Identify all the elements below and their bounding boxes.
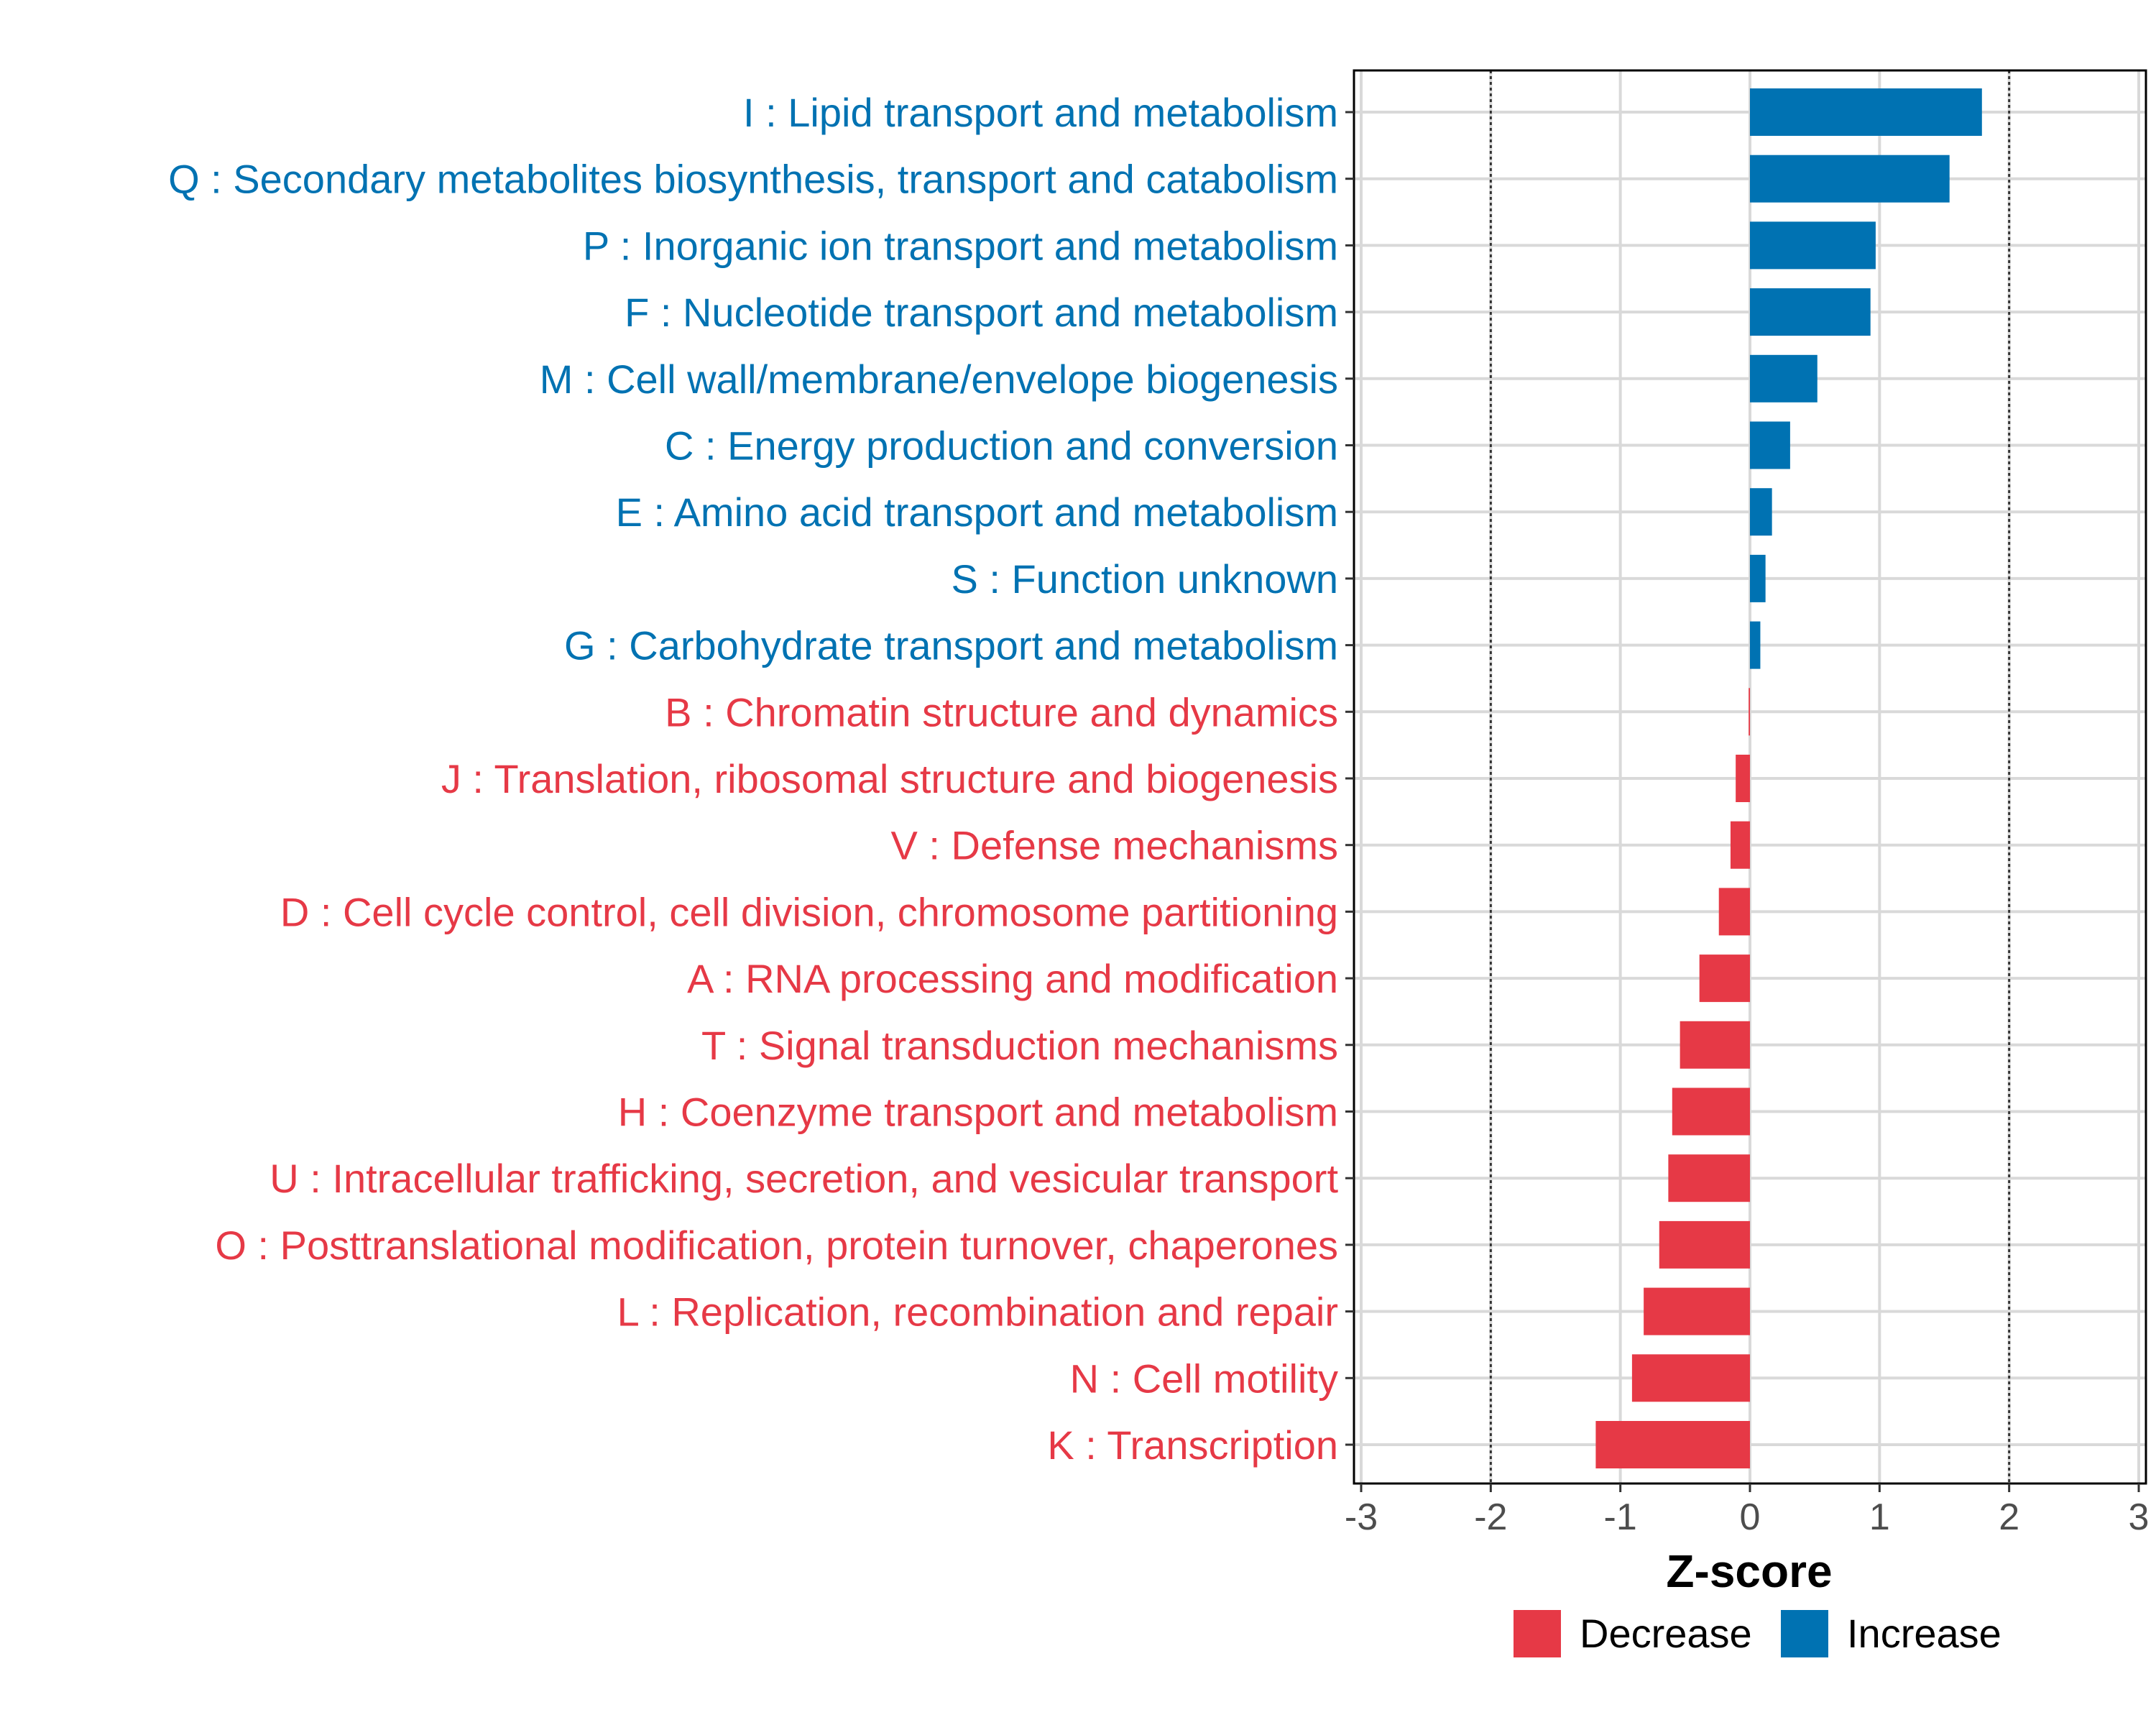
bar: [1659, 1220, 1750, 1269]
category-label: A : RNA processing and modification: [687, 956, 1338, 1001]
category-label: M : Cell wall/membrane/envelope biogenes…: [540, 356, 1338, 402]
bar: [1631, 1354, 1750, 1402]
x-tick-label: -2: [1474, 1496, 1507, 1538]
category-label: S : Function unknown: [951, 556, 1338, 602]
x-tick-label: -3: [1345, 1496, 1378, 1538]
bar: [1718, 888, 1750, 936]
category-label: U : Intracellular trafficking, secretion…: [270, 1156, 1338, 1201]
category-label: Q : Secondary metabolites biosynthesis, …: [168, 157, 1338, 202]
legend-swatch: [1514, 1610, 1561, 1657]
x-tick-label: 2: [1999, 1496, 2019, 1538]
y-axis: I : Lipid transport and metabolism Q : Se…: [168, 90, 1354, 1468]
category-label: P : Inorganic ion transport and metaboli…: [583, 223, 1338, 268]
x-axis: -3 -2 -1 0 1 2 3: [1345, 1484, 2150, 1538]
legend: Decrease Increase: [1514, 1610, 2001, 1657]
bar: [1750, 421, 1790, 469]
legend-label: Increase: [1847, 1611, 2001, 1656]
category-label: C : Energy production and conversion: [665, 423, 1338, 469]
bar: [1750, 621, 1761, 669]
category-label: G : Carbohydrate transport and metabolis…: [564, 623, 1338, 668]
category-label: H : Coenzyme transport and metabolism: [618, 1090, 1338, 1135]
x-tick-label: 1: [1869, 1496, 1890, 1538]
bar: [1750, 155, 1950, 203]
bar: [1750, 554, 1766, 602]
category-label: B : Chromatin structure and dynamics: [665, 689, 1338, 735]
legend-swatch: [1781, 1610, 1828, 1657]
bar: [1750, 221, 1876, 270]
bar: [1750, 288, 1871, 336]
x-axis-title: Z-score: [1666, 1545, 1832, 1597]
bar: [1595, 1421, 1750, 1468]
category-label: L : Replication, recombination and repai…: [617, 1289, 1338, 1335]
bar: [1699, 954, 1750, 1003]
bar: [1672, 1087, 1750, 1136]
bar: [1730, 821, 1750, 869]
category-label: O : Posttranslational modification, prot…: [215, 1223, 1338, 1268]
category-label: F : Nucleotide transport and metabolism: [625, 290, 1338, 335]
bar: [1749, 688, 1750, 736]
category-label: K : Transcription: [1047, 1422, 1338, 1468]
bars: [1595, 88, 1982, 1468]
category-label: T : Signal transduction mechanisms: [701, 1023, 1338, 1068]
bar: [1736, 755, 1750, 802]
category-label: N : Cell motility: [1070, 1356, 1338, 1401]
bar: [1668, 1154, 1750, 1202]
legend-label: Decrease: [1580, 1611, 1752, 1656]
category-label: J : Translation, ribosomal structure and…: [441, 756, 1338, 801]
bar: [1750, 88, 1982, 136]
category-label: D : Cell cycle control, cell division, c…: [280, 889, 1338, 934]
bar: [1680, 1021, 1750, 1069]
x-tick-label: 0: [1740, 1496, 1761, 1538]
category-label: I : Lipid transport and metabolism: [743, 90, 1338, 135]
x-tick-label: -1: [1604, 1496, 1637, 1538]
bar: [1750, 488, 1772, 536]
x-tick-label: 3: [2129, 1496, 2150, 1538]
category-label: E : Amino acid transport and metabolism: [616, 489, 1338, 535]
bar: [1644, 1287, 1750, 1335]
bar: [1750, 354, 1818, 402]
category-label: V : Defense mechanisms: [891, 823, 1338, 868]
